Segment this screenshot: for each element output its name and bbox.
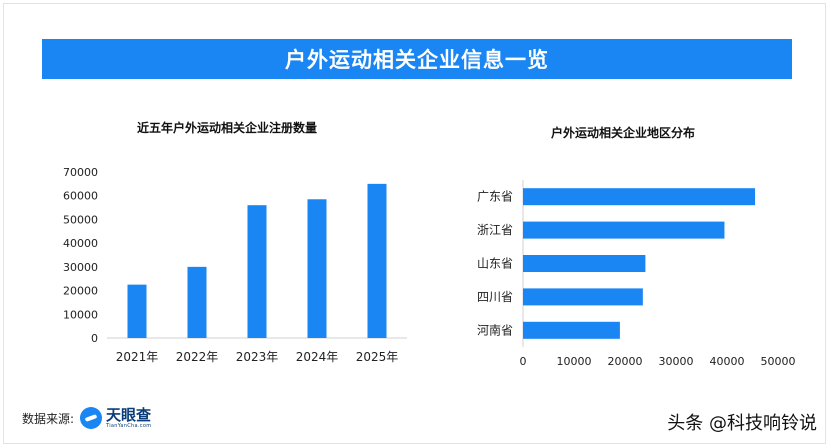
watermark: 头条 @科技响铃说	[667, 413, 817, 434]
y-tick-label: 山东省	[477, 257, 513, 271]
logo-name: 天眼查	[106, 405, 152, 424]
y-tick-label: 20000	[63, 285, 98, 298]
x-tick-label: 0	[520, 355, 527, 368]
y-tick-label: 10000	[63, 308, 98, 321]
x-tick-label: 2021年	[116, 350, 159, 364]
bar	[523, 188, 756, 206]
source-label: 数据来源:	[22, 411, 75, 426]
y-tick-label: 0	[91, 332, 98, 345]
bar	[307, 199, 327, 338]
bar	[523, 321, 620, 339]
y-tick-label: 河南省	[477, 322, 513, 337]
y-tick-label: 浙江省	[477, 223, 513, 237]
x-tick-label: 2025年	[356, 350, 399, 364]
y-tick-label: 70000	[63, 166, 98, 179]
registrations-bar-chart: 0 10000 20000 30000 40000 50000 60000 70000 2021…	[63, 166, 407, 364]
bar	[187, 266, 207, 338]
bar	[367, 183, 387, 338]
y-tick-label: 50000	[63, 213, 98, 226]
y-tick-label: 40000	[63, 237, 98, 250]
x-tick-label: 50000	[761, 355, 796, 368]
x-tick-label: 2023年	[236, 350, 279, 364]
bar	[523, 288, 643, 306]
chart-title-registrations: 近五年户外运动相关企业注册数量	[137, 121, 318, 135]
y-tick-label: 30000	[63, 261, 98, 274]
chart-title-regions: 户外运动相关企业地区分布	[551, 126, 696, 140]
y-tick-label: 60000	[63, 190, 98, 203]
tianyancha-logo: 天眼查 TianYanCha.com	[80, 407, 151, 429]
page-title: 户外运动相关企业信息一览	[42, 39, 792, 79]
x-tick-label: 20000	[608, 355, 643, 368]
logo-icon	[80, 407, 103, 429]
y-tick-label: 四川省	[477, 290, 513, 304]
bar	[127, 284, 147, 338]
x-tick-label: 30000	[659, 355, 694, 368]
bar	[247, 205, 267, 338]
page-frame	[3, 3, 826, 444]
data-source: 数据来源: 天眼查 TianYanCha.com	[22, 407, 151, 429]
x-tick-label: 40000	[710, 355, 745, 368]
bar	[523, 255, 646, 272]
y-tick-label: 广东省	[477, 190, 513, 204]
x-tick-label: 2024年	[296, 350, 339, 364]
logo-subtext: TianYanCha.com	[106, 422, 152, 429]
x-tick-label: 2022年	[176, 350, 219, 364]
bar	[523, 221, 725, 239]
x-tick-label: 10000	[557, 355, 592, 368]
